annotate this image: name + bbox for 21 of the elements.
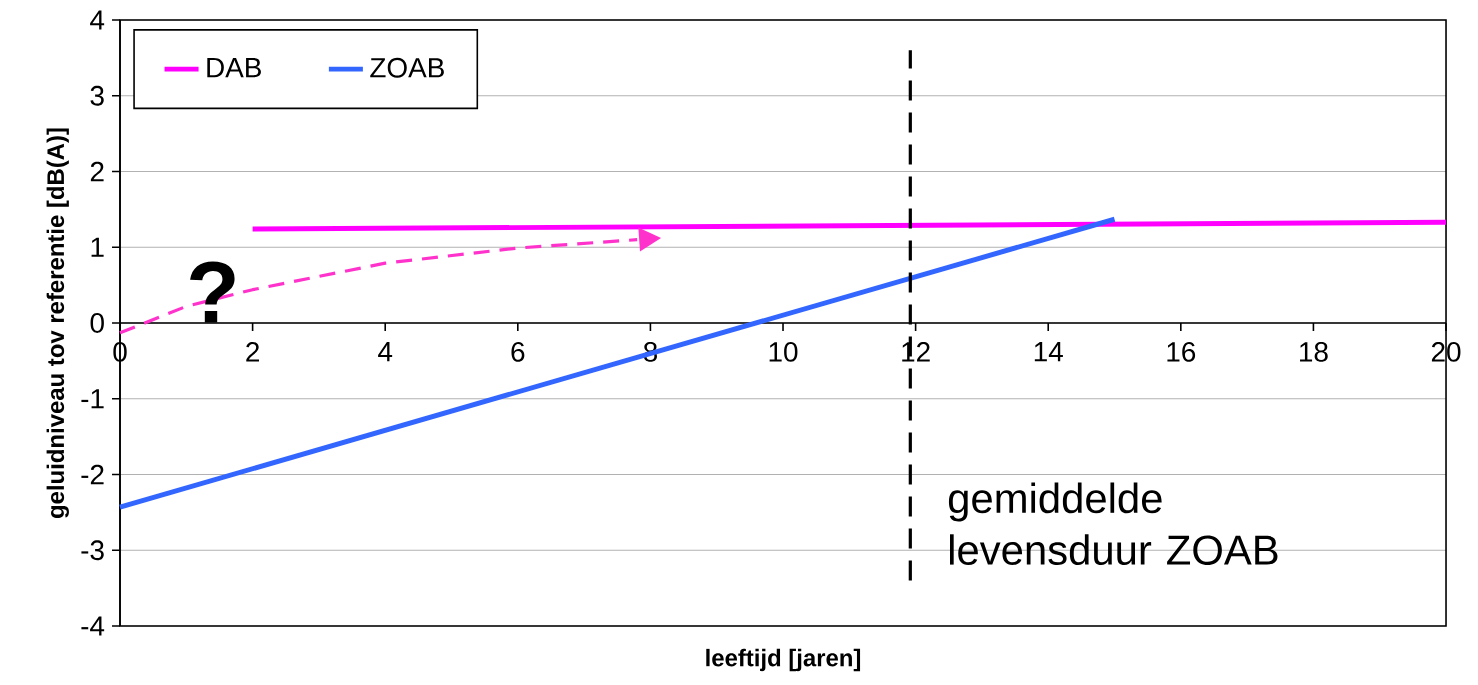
y-tick-label: 1 — [91, 237, 104, 257]
legend-label: DAB — [207, 58, 261, 78]
y-tick-label: -1 — [81, 389, 104, 409]
x-tick-label: 10 — [769, 342, 798, 362]
ref-line-label: gemiddelde levensduur ZOAB — [948, 482, 1278, 566]
legend-label: ZOAB — [370, 57, 444, 78]
x-tick-label: 2 — [246, 342, 259, 362]
x-tick-label: 6 — [511, 342, 525, 362]
y-tick-label: 2 — [90, 161, 104, 182]
y-axis-title: geluidniveau tov referentie [dB(A)] — [46, 128, 69, 518]
y-tick-label: 0 — [90, 313, 104, 333]
y-tick-label: -3 — [81, 540, 104, 561]
y-tick-label: -2 — [81, 464, 104, 485]
y-tick-label: -4 — [81, 616, 105, 636]
x-tick-label: 18 — [1300, 342, 1328, 362]
y-tick-label: 3 — [90, 85, 104, 106]
x-axis-title: leeftijd [jaren] — [706, 648, 861, 672]
x-tick-label: 14 — [1034, 342, 1063, 362]
x-tick-label: 4 — [378, 342, 393, 362]
x-tick-label: 16 — [1167, 342, 1196, 362]
y-tick-label: 4 — [90, 10, 105, 30]
